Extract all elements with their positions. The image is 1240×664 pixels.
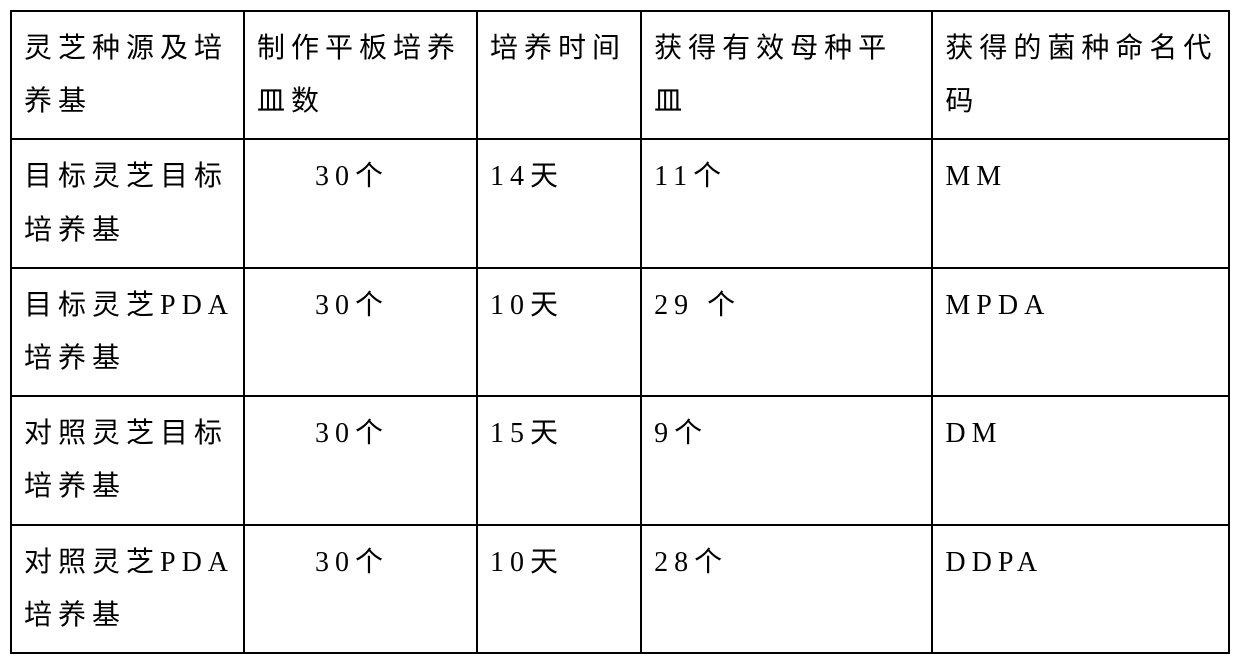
header-cell: 制作平板培养皿数	[244, 11, 477, 139]
header-cell: 灵芝种源及培养基	[11, 11, 244, 139]
cell: 15天	[477, 396, 641, 524]
cell: 10天	[477, 268, 641, 396]
cell: 29 个	[641, 268, 932, 396]
data-table: 灵芝种源及培养基 制作平板培养皿数 培养时间 获得有效母种平皿 获得的菌种命名代…	[10, 10, 1230, 654]
cell: 30个	[244, 525, 477, 653]
table-row: 对照灵芝目标培养基 30个 15天 9个 DM	[11, 396, 1229, 524]
cell: 30个	[244, 139, 477, 267]
cell: DDPA	[932, 525, 1229, 653]
cell: 对照灵芝PDA培养基	[11, 525, 244, 653]
table-row: 目标灵芝目标培养基 30个 14天 11个 MM	[11, 139, 1229, 267]
cell: 14天	[477, 139, 641, 267]
header-cell: 培养时间	[477, 11, 641, 139]
cell: 30个	[244, 268, 477, 396]
table-row: 目标灵芝PDA培养基 30个 10天 29 个 MPDA	[11, 268, 1229, 396]
cell: 对照灵芝目标培养基	[11, 396, 244, 524]
cell: 30个	[244, 396, 477, 524]
header-cell: 获得有效母种平皿	[641, 11, 932, 139]
cell: 10天	[477, 525, 641, 653]
table-row: 对照灵芝PDA培养基 30个 10天 28个 DDPA	[11, 525, 1229, 653]
cell: 目标灵芝PDA培养基	[11, 268, 244, 396]
header-cell: 获得的菌种命名代码	[932, 11, 1229, 139]
cell: 11个	[641, 139, 932, 267]
cell: 28个	[641, 525, 932, 653]
cell: 目标灵芝目标培养基	[11, 139, 244, 267]
table-header-row: 灵芝种源及培养基 制作平板培养皿数 培养时间 获得有效母种平皿 获得的菌种命名代…	[11, 11, 1229, 139]
cell: 9个	[641, 396, 932, 524]
cell: MM	[932, 139, 1229, 267]
cell: MPDA	[932, 268, 1229, 396]
cell: DM	[932, 396, 1229, 524]
